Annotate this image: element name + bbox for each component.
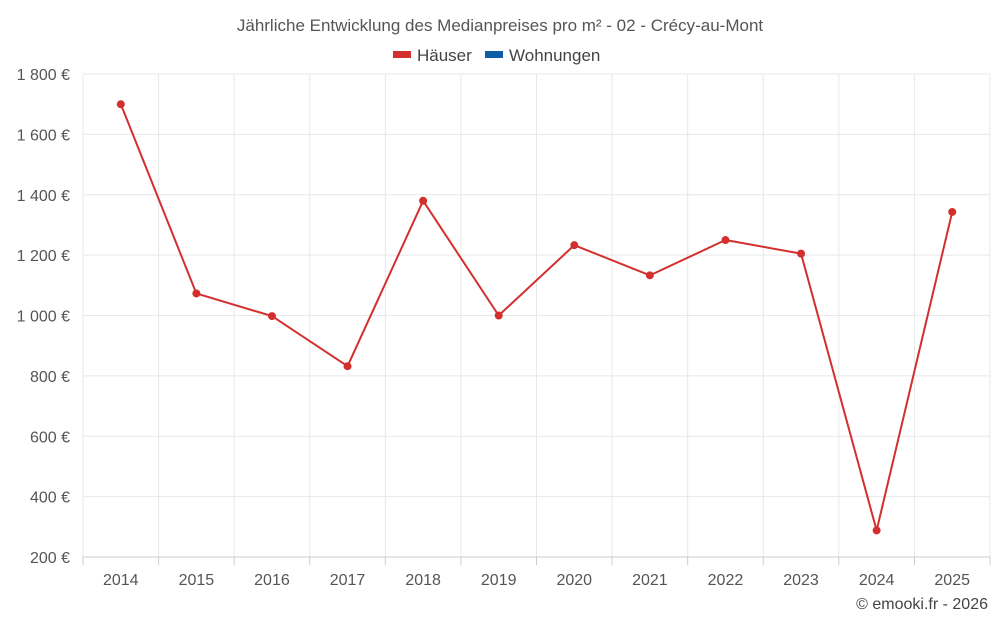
x-axis-ticks — [82, 557, 991, 565]
y-tick-label: 1 600 € — [17, 127, 70, 144]
data-point[interactable] — [116, 100, 125, 109]
data-point[interactable] — [267, 312, 276, 321]
x-tick-label: 2016 — [254, 572, 290, 589]
data-point[interactable] — [494, 311, 503, 320]
legend-label-haeuser[interactable]: Häuser — [417, 46, 472, 65]
x-axis-labels: 2014 2015 2016 2017 2018 2019 2020 2021 2022 2023… — [103, 572, 970, 589]
x-tick-label: 2023 — [783, 572, 819, 589]
x-tick-label: 2022 — [708, 572, 744, 589]
y-tick-label: 400 € — [30, 490, 70, 507]
y-tick-label: 600 € — [30, 429, 70, 446]
x-tick-label: 2014 — [103, 572, 139, 589]
y-tick-label: 1 400 € — [17, 188, 70, 205]
y-tick-label: 1 200 € — [17, 248, 70, 265]
legend-swatch-haeuser[interactable] — [393, 51, 411, 58]
grid-vertical — [82, 74, 991, 557]
x-tick-label: 2025 — [934, 572, 970, 589]
x-tick-label: 2018 — [405, 572, 441, 589]
data-point[interactable] — [797, 249, 806, 258]
data-point[interactable] — [721, 236, 730, 245]
y-axis-labels: 200 € 400 € 600 € 800 € 1 000 € 1 200 € 1 400 … — [17, 67, 70, 567]
data-point[interactable] — [872, 526, 881, 535]
y-tick-label: 1 000 € — [17, 309, 70, 326]
series-layer — [116, 100, 957, 535]
data-point[interactable] — [343, 362, 352, 371]
data-point[interactable] — [419, 196, 428, 205]
x-tick-label: 2019 — [481, 572, 517, 589]
legend-swatch-wohnungen[interactable] — [485, 51, 503, 58]
series-line-0 — [119, 103, 954, 532]
data-point[interactable] — [192, 289, 201, 298]
x-tick-label: 2017 — [330, 572, 366, 589]
credit: © emooki.fr - 2026 — [856, 596, 988, 613]
legend-label-wohnungen[interactable]: Wohnungen — [509, 46, 600, 65]
data-point[interactable] — [645, 271, 654, 280]
x-tick-label: 2024 — [859, 572, 895, 589]
legend: Häuser Wohnungen — [393, 46, 600, 65]
data-point[interactable] — [948, 207, 957, 216]
x-tick-label: 2021 — [632, 572, 668, 589]
chart-title: Jährliche Entwicklung des Medianpreises … — [237, 16, 764, 35]
data-point[interactable] — [570, 241, 579, 250]
y-tick-label: 800 € — [30, 369, 70, 386]
y-tick-label: 1 800 € — [17, 67, 70, 84]
x-tick-label: 2020 — [556, 572, 592, 589]
y-tick-label: 200 € — [30, 550, 70, 567]
x-tick-label: 2015 — [179, 572, 215, 589]
